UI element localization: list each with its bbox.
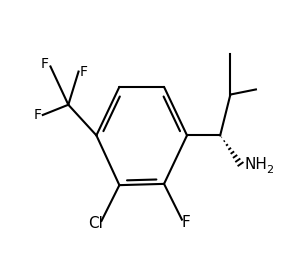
- Text: F: F: [41, 57, 49, 71]
- Text: 2: 2: [266, 165, 274, 175]
- Text: NH: NH: [244, 157, 267, 172]
- Text: F: F: [80, 64, 88, 79]
- Text: F: F: [182, 215, 190, 230]
- Text: F: F: [33, 108, 41, 122]
- Text: Cl: Cl: [88, 216, 103, 231]
